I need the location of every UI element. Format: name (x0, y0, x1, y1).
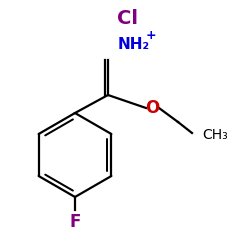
Text: F: F (69, 213, 81, 231)
Text: O: O (145, 99, 159, 117)
Text: CH₃: CH₃ (202, 128, 228, 142)
Text: NH₂: NH₂ (118, 37, 150, 52)
Text: Cl: Cl (118, 8, 139, 28)
Text: +: + (146, 29, 156, 42)
